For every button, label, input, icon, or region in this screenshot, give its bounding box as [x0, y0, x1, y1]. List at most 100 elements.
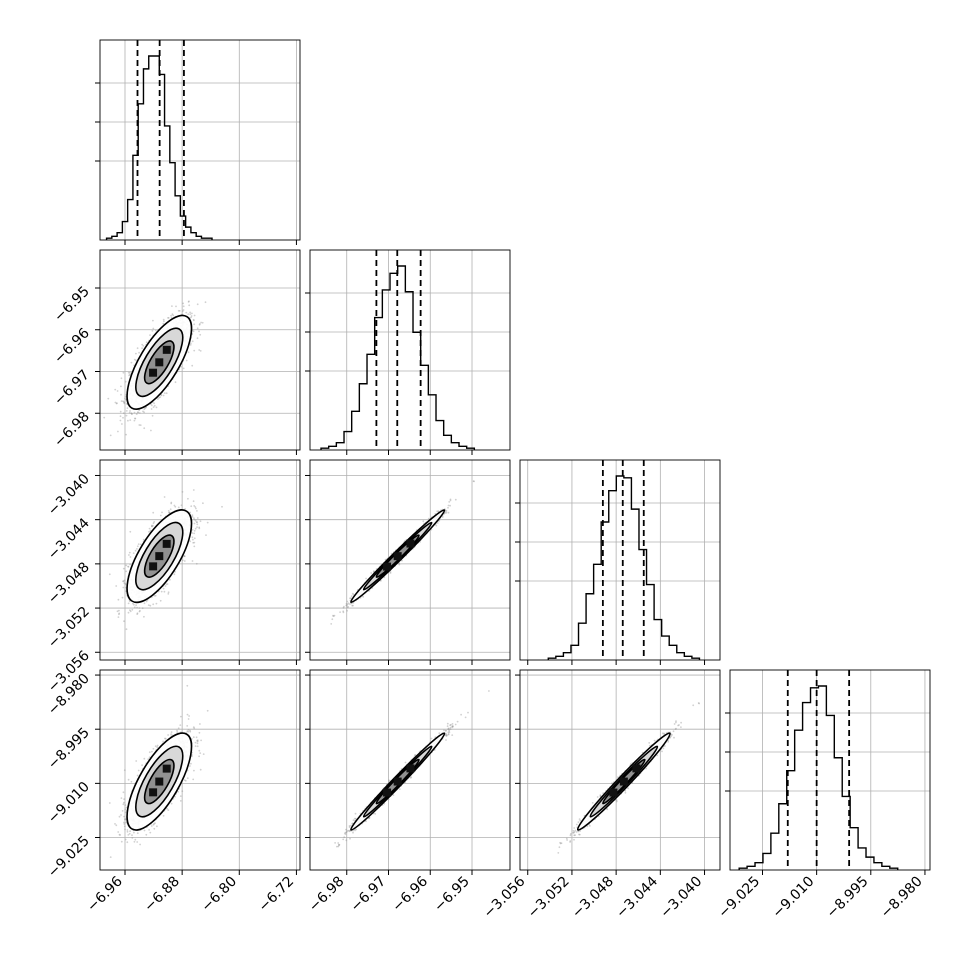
- sample-point-2-0: [127, 602, 130, 605]
- sample-point-2-0: [148, 530, 150, 533]
- panel-2-1: [305, 459, 511, 665]
- sample-point-1-0: [185, 311, 188, 314]
- sample-point-1-0: [155, 406, 158, 409]
- sample-point-2-0: [125, 570, 128, 573]
- sample-point-2-0: [166, 583, 169, 585]
- sample-point-2-1: [448, 501, 451, 503]
- sample-point-2-0: [128, 600, 131, 603]
- sample-point-1-0: [123, 401, 126, 404]
- sample-point-1-0: [122, 371, 125, 374]
- sample-point-1-0: [162, 394, 165, 397]
- sample-point-2-0: [129, 609, 131, 612]
- sample-point-1-0: [159, 396, 162, 398]
- sample-point-1-0: [187, 313, 190, 315]
- density-core-2-0-0: [162, 539, 171, 548]
- sample-point-1-0: [187, 301, 190, 303]
- sample-point-1-0: [126, 407, 129, 409]
- sample-point-2-0: [152, 522, 155, 525]
- sample-point-2-0: [124, 582, 127, 585]
- sample-point-2-0: [165, 583, 168, 586]
- sample-point-2-0: [136, 548, 138, 550]
- sample-point-2-0: [193, 532, 195, 535]
- ytick-label-1-1: −6.97: [51, 367, 93, 409]
- sample-point-2-0: [184, 508, 187, 510]
- sample-point-2-0: [128, 551, 131, 554]
- ytick-label-2-1: −3.052: [45, 604, 93, 652]
- sample-point-2-1: [352, 604, 354, 607]
- panel-1-1-content: [310, 250, 510, 450]
- axes-frame-0-0: [99, 39, 301, 241]
- sample-point-2-0: [129, 556, 132, 558]
- sample-point-2-1: [449, 499, 452, 502]
- sample-point-2-1: [350, 597, 352, 600]
- sample-point-2-0: [149, 604, 152, 607]
- sample-point-2-0: [187, 497, 189, 500]
- sample-point-1-0: [136, 411, 139, 414]
- sample-point-1-0: [193, 319, 195, 322]
- sample-point-1-0: [191, 364, 194, 367]
- sample-point-2-1: [441, 516, 444, 518]
- sample-point-2-0: [138, 610, 141, 613]
- sample-point-1-0: [143, 408, 146, 411]
- sample-point-2-0: [152, 524, 154, 527]
- sample-point-2-0: [195, 562, 198, 565]
- sample-point-2-0: [116, 610, 119, 613]
- sample-point-2-0: [174, 505, 177, 508]
- sample-point-2-0: [122, 580, 124, 583]
- sample-point-2-0: [128, 554, 130, 556]
- sample-point-2-1: [351, 604, 354, 607]
- sample-point-2-0: [183, 560, 186, 562]
- sample-point-1-0: [123, 401, 125, 403]
- sample-point-1-0: [120, 393, 122, 396]
- sample-point-2-0: [181, 559, 184, 562]
- sample-point-2-1: [350, 595, 353, 598]
- sample-point-1-0: [127, 419, 129, 422]
- sample-point-2-0: [168, 511, 170, 514]
- sample-point-2-0: [118, 612, 121, 615]
- sample-point-1-0: [144, 407, 147, 410]
- sample-point-2-0: [192, 541, 195, 544]
- sample-point-2-0: [161, 511, 163, 514]
- sample-point-2-0: [152, 511, 155, 514]
- sample-point-1-0: [178, 310, 181, 312]
- sample-point-1-0: [152, 327, 155, 330]
- sample-point-2-0: [191, 514, 194, 517]
- sample-point-2-0: [159, 599, 162, 602]
- sample-point-2-0: [122, 567, 125, 570]
- sample-point-2-0: [177, 506, 180, 509]
- sample-point-2-0: [127, 565, 130, 568]
- sample-point-2-0: [169, 508, 172, 511]
- density-core-1-0-1: [155, 358, 164, 367]
- sample-point-2-1: [389, 572, 392, 574]
- panel-1-0-content: [100, 250, 300, 450]
- sample-point-2-1: [380, 579, 382, 582]
- sample-point-1-0: [142, 410, 144, 413]
- sample-point-1-0: [122, 416, 124, 419]
- sample-point-2-0: [170, 502, 173, 505]
- sample-point-2-0: [189, 540, 192, 543]
- sample-point-2-0: [173, 504, 176, 507]
- sample-point-1-0: [122, 412, 125, 415]
- sample-point-2-0: [141, 607, 144, 610]
- sample-point-1-0: [191, 340, 194, 343]
- sample-point-1-0: [119, 415, 122, 418]
- sample-point-2-1: [339, 611, 341, 613]
- sample-point-2-0: [159, 514, 162, 517]
- sample-point-2-0: [192, 538, 194, 541]
- sample-point-1-0: [190, 315, 193, 317]
- sample-point-1-0: [124, 395, 127, 398]
- sample-point-1-0: [167, 317, 170, 319]
- axes-frame-1-1: [309, 249, 511, 451]
- sample-point-1-0: [122, 400, 124, 403]
- density-core-2-0-1: [155, 552, 164, 561]
- sample-point-1-0: [133, 358, 136, 361]
- sample-point-2-0: [127, 565, 129, 568]
- sample-point-1-0: [199, 350, 202, 352]
- sample-point-2-0: [117, 616, 120, 618]
- sample-point-1-0: [199, 323, 201, 325]
- sample-point-2-0: [196, 517, 199, 519]
- sample-point-1-0: [127, 371, 130, 374]
- panel-1-0: [95, 249, 301, 455]
- sample-point-2-1: [370, 572, 373, 574]
